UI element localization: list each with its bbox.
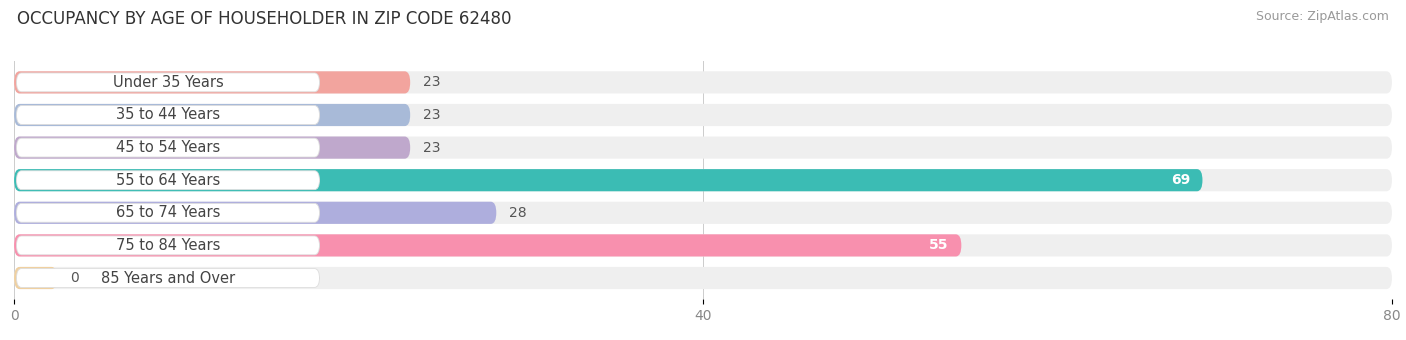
Text: Source: ZipAtlas.com: Source: ZipAtlas.com — [1256, 10, 1389, 23]
FancyBboxPatch shape — [17, 171, 319, 190]
FancyBboxPatch shape — [14, 267, 1392, 289]
FancyBboxPatch shape — [14, 71, 411, 94]
FancyBboxPatch shape — [14, 104, 411, 126]
Text: 75 to 84 Years: 75 to 84 Years — [115, 238, 221, 253]
Text: 23: 23 — [423, 141, 440, 155]
Text: 0: 0 — [70, 271, 79, 285]
FancyBboxPatch shape — [17, 73, 319, 92]
FancyBboxPatch shape — [14, 104, 1392, 126]
Text: 65 to 74 Years: 65 to 74 Years — [115, 205, 221, 220]
FancyBboxPatch shape — [14, 71, 1392, 94]
Text: Under 35 Years: Under 35 Years — [112, 75, 224, 90]
FancyBboxPatch shape — [17, 203, 319, 222]
FancyBboxPatch shape — [14, 234, 1392, 256]
FancyBboxPatch shape — [14, 267, 58, 289]
FancyBboxPatch shape — [14, 137, 411, 159]
Text: 85 Years and Over: 85 Years and Over — [101, 271, 235, 286]
FancyBboxPatch shape — [14, 137, 1392, 159]
FancyBboxPatch shape — [14, 202, 1392, 224]
Text: 28: 28 — [509, 206, 526, 220]
FancyBboxPatch shape — [14, 169, 1392, 191]
FancyBboxPatch shape — [17, 106, 319, 124]
Text: 69: 69 — [1171, 173, 1189, 187]
Text: 35 to 44 Years: 35 to 44 Years — [115, 107, 219, 122]
Text: 55 to 64 Years: 55 to 64 Years — [115, 173, 221, 188]
Text: 23: 23 — [423, 75, 440, 89]
Text: 23: 23 — [423, 108, 440, 122]
Text: 55: 55 — [929, 238, 949, 252]
FancyBboxPatch shape — [17, 236, 319, 255]
FancyBboxPatch shape — [14, 202, 496, 224]
Text: 45 to 54 Years: 45 to 54 Years — [115, 140, 221, 155]
FancyBboxPatch shape — [14, 169, 1202, 191]
FancyBboxPatch shape — [17, 269, 319, 287]
FancyBboxPatch shape — [14, 234, 962, 256]
FancyBboxPatch shape — [17, 138, 319, 157]
Text: OCCUPANCY BY AGE OF HOUSEHOLDER IN ZIP CODE 62480: OCCUPANCY BY AGE OF HOUSEHOLDER IN ZIP C… — [17, 10, 512, 28]
